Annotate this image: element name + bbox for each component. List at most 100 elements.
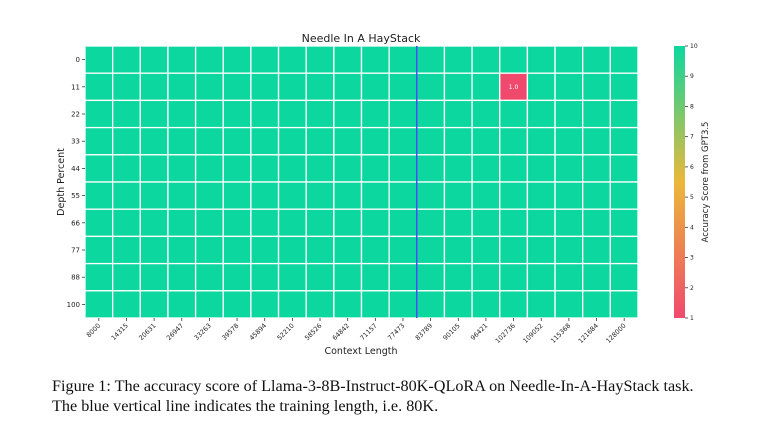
heatmap-cell — [222, 290, 252, 319]
heatmap-cell — [499, 154, 529, 183]
heatmap-cell — [222, 126, 252, 156]
heatmap-cell — [277, 45, 307, 74]
heatmap-cell — [388, 45, 418, 74]
x-tick-label: 77473 — [386, 322, 406, 342]
x-tick-label: 8000 — [85, 322, 102, 339]
colorbar-tick-label: 9 — [690, 73, 694, 80]
heatmap-cell — [388, 208, 418, 238]
heatmap-cell — [305, 126, 335, 156]
heatmap-cell — [388, 154, 418, 183]
colorbar-tick-label: 10 — [690, 43, 698, 50]
heatmap-cell — [416, 72, 446, 102]
heatmap-cell — [333, 235, 363, 265]
heatmap-cell — [554, 208, 584, 238]
x-tick-label: 33263 — [193, 322, 213, 342]
heatmap-cell — [471, 154, 501, 183]
heatmap-cell — [609, 72, 639, 102]
colorbar-label: Accuracy Score from GPT3.5 — [701, 122, 711, 243]
heatmap-cell — [360, 72, 390, 102]
x-tick-label: 64842 — [331, 322, 351, 342]
heatmap-cell — [526, 290, 556, 319]
heatmap-cell — [443, 154, 473, 183]
heatmap-cell — [250, 262, 280, 292]
heatmap-cell — [250, 181, 280, 210]
heatmap-cell — [167, 72, 197, 102]
heatmap-cell — [305, 181, 335, 210]
heatmap-cell — [84, 72, 114, 102]
heatmap-cell — [112, 181, 141, 210]
figure-caption: Figure 1: The accuracy score of Llama-3-… — [52, 376, 742, 416]
heatmap-cell — [554, 290, 584, 319]
heatmap-cell — [609, 208, 639, 238]
heatmap-cell — [360, 45, 390, 74]
heatmap-cell — [167, 290, 197, 319]
y-tick-label: 55 — [71, 192, 80, 200]
heatmap-cell — [416, 181, 446, 210]
heatmap-cell — [333, 72, 363, 102]
heatmap-cell — [443, 290, 473, 319]
heatmap-cell — [443, 72, 473, 102]
caption-line-1: Figure 1: The accuracy score of Llama-3-… — [52, 377, 694, 395]
heatmap-cell — [112, 208, 141, 238]
heatmap-cell — [416, 126, 446, 156]
heatmap-cell — [471, 45, 501, 74]
heatmap-cell — [526, 72, 556, 102]
heatmap-cell — [471, 181, 501, 210]
heatmap-cell — [194, 45, 224, 74]
colorbar-ticks: 1 2 3 4 5 6 7 8 9 10 — [685, 43, 698, 322]
x-tick-label: 109052 — [521, 322, 544, 345]
x-axis-label: Context Length — [324, 346, 397, 357]
heatmap-cell — [360, 262, 390, 292]
heatmap-cell — [582, 45, 612, 74]
heatmap-cell — [305, 262, 335, 292]
heatmap-cell — [250, 99, 280, 129]
heatmap-cell — [277, 126, 307, 156]
heatmap-cell — [609, 99, 639, 129]
heatmap-cell — [499, 181, 529, 210]
heatmap-cell — [499, 45, 529, 74]
heatmap-cell — [526, 181, 556, 210]
heatmap-cell — [526, 262, 556, 292]
heatmap-cell — [499, 208, 529, 238]
heatmap-cell — [277, 208, 307, 238]
heatmap-cell — [167, 126, 197, 156]
heatmap-cell — [112, 262, 141, 292]
caption-line-2: The blue vertical line indicates the tra… — [52, 397, 439, 415]
heatmap-cell — [167, 181, 197, 210]
heatmap-cell — [609, 262, 639, 292]
heatmap-cell — [582, 154, 612, 183]
heatmap-cell — [609, 45, 639, 74]
heatmap-cell — [112, 126, 141, 156]
heatmap-cell — [526, 45, 556, 74]
heatmap-cell — [554, 99, 584, 129]
heatmap-cell — [139, 290, 169, 319]
heatmap-cell — [277, 154, 307, 183]
heatmap-cell — [305, 235, 335, 265]
heatmap-cell — [139, 45, 169, 74]
x-tick-label: 83789 — [414, 322, 434, 342]
heatmap-cell — [250, 45, 280, 74]
heatmap-cell — [222, 72, 252, 102]
heatmap-cell — [360, 99, 390, 129]
heatmap-cell — [139, 208, 169, 238]
heatmap-cell — [471, 99, 501, 129]
heatmap-cell — [167, 45, 197, 74]
y-tick-label: 66 — [71, 219, 80, 227]
heatmap-cell — [333, 154, 363, 183]
heatmap-cell — [333, 126, 363, 156]
heatmap-cell — [167, 262, 197, 292]
heatmap-cell — [139, 181, 169, 210]
heatmap-cell — [250, 208, 280, 238]
heatmap-cell — [112, 45, 141, 74]
heatmap-cells: 1.0 — [84, 45, 639, 319]
heatmap-cell — [526, 208, 556, 238]
heatmap-cell — [360, 208, 390, 238]
heatmap-cell — [250, 290, 280, 319]
heatmap-cell — [443, 235, 473, 265]
heatmap-cell — [194, 262, 224, 292]
heatmap-cell — [582, 235, 612, 265]
heatmap-cell — [499, 99, 529, 129]
heatmap-cell — [250, 126, 280, 156]
heatmap-cell — [333, 208, 363, 238]
heatmap-cell — [277, 262, 307, 292]
